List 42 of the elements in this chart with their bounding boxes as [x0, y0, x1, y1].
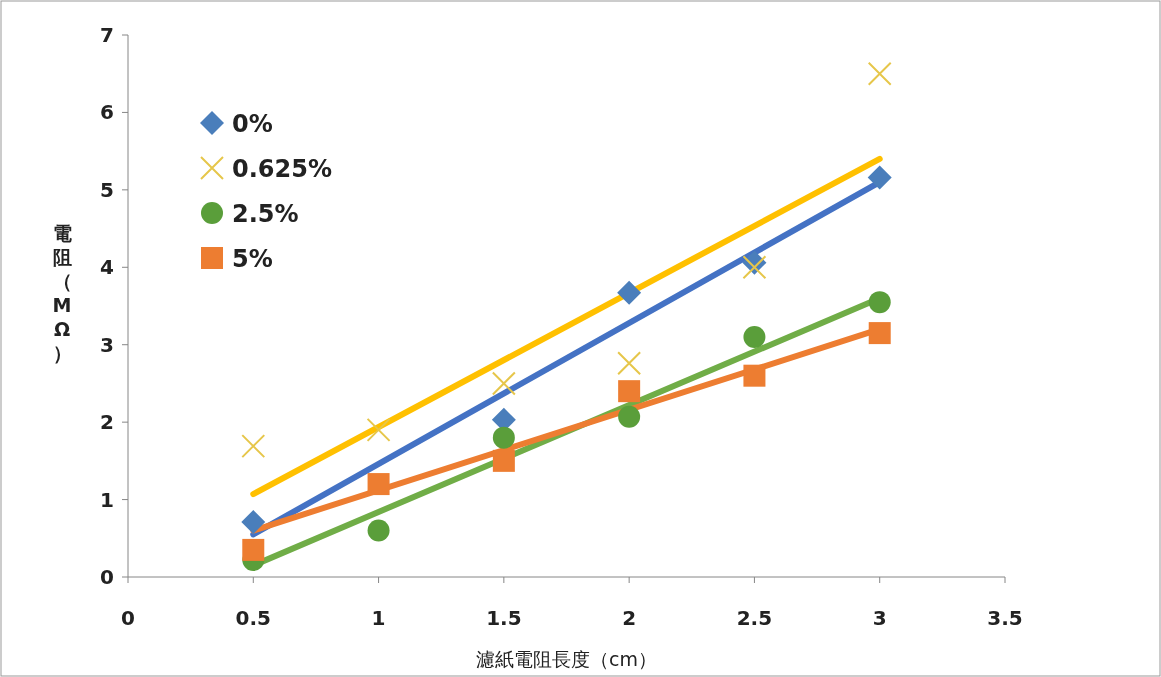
y-tick-label: 2 — [100, 410, 114, 435]
point — [241, 434, 266, 459]
x-tick-label: 2 — [622, 606, 637, 630]
point — [366, 417, 391, 442]
point — [618, 380, 641, 403]
x-tick-label: 3 — [872, 606, 887, 630]
y-tick-label: 1 — [100, 487, 114, 512]
x-tick-label: 1 — [371, 606, 386, 630]
point — [868, 322, 891, 345]
point — [743, 364, 766, 387]
point — [867, 61, 892, 86]
legend-label: 2.5% — [232, 200, 299, 228]
x-tick-label: 0 — [121, 606, 135, 630]
point — [868, 291, 891, 314]
point — [618, 405, 641, 428]
point — [742, 255, 767, 280]
y-tick-label: 3 — [100, 332, 114, 357]
y-tick-label: 6 — [100, 100, 114, 125]
point — [367, 519, 390, 542]
legend-label: 0% — [232, 110, 273, 138]
y-axis-title: 電阻（MΩ） — [52, 222, 72, 364]
point — [241, 510, 266, 535]
y-tick-label: 0 — [100, 565, 114, 589]
legend-label: 0.625% — [232, 155, 332, 183]
point — [743, 325, 766, 348]
point — [242, 538, 265, 561]
x-tick-label: 3.5 — [987, 606, 1023, 630]
y-tick-label: 4 — [100, 255, 114, 280]
point — [491, 371, 516, 396]
y-tick-label: 5 — [100, 177, 114, 202]
point — [617, 351, 642, 376]
x-axis-title: 濾紙電阻長度（cm） — [476, 648, 657, 670]
y-tick-label: 7 — [100, 23, 114, 47]
point — [492, 449, 515, 472]
point — [867, 165, 892, 190]
x-tick-label: 1.5 — [486, 606, 522, 630]
point — [492, 426, 515, 449]
x-tick-label: 0.5 — [235, 606, 271, 630]
x-tick-label: 2.5 — [736, 606, 773, 630]
point — [617, 280, 642, 305]
point — [367, 473, 390, 496]
legend-label: 5% — [232, 245, 273, 273]
